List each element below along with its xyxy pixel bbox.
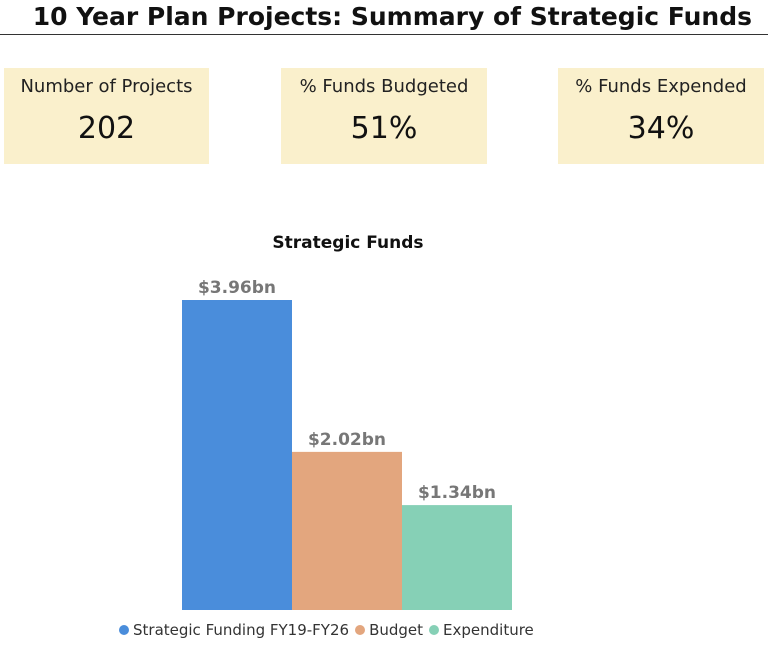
title-divider bbox=[0, 34, 768, 35]
legend-label: Strategic Funding FY19-FY26 bbox=[133, 621, 350, 639]
kpi-label: % Funds Expended bbox=[575, 76, 747, 97]
kpi-card-funds-expended: % Funds Expended 34% bbox=[558, 68, 764, 164]
chart-legend: Strategic Funding FY19-FY26 Budget Expendi… bbox=[119, 620, 540, 640]
kpi-label: % Funds Budgeted bbox=[299, 76, 469, 97]
legend-item-2: Expenditure bbox=[429, 621, 534, 639]
kpi-label: Number of Projects bbox=[20, 76, 193, 97]
kpi-card-funds-budgeted: % Funds Budgeted 51% bbox=[281, 68, 487, 164]
legend-label: Expenditure bbox=[443, 621, 534, 639]
kpi-value: 51% bbox=[350, 111, 418, 146]
legend-dot-icon bbox=[429, 625, 440, 635]
bars-layer: $3.96bn $2.02bn $1.34bn bbox=[182, 278, 512, 610]
kpi-card-number-of-projects: Number of Projects 202 bbox=[4, 68, 209, 164]
bar-2 bbox=[402, 505, 512, 610]
legend-item-1: Budget bbox=[355, 621, 423, 639]
legend-item-0: Strategic Funding FY19-FY26 bbox=[119, 621, 349, 639]
page-title: 10 Year Plan Projects: Summary of Strate… bbox=[32, 2, 752, 31]
data-label-2: $1.34bn bbox=[418, 483, 496, 503]
legend-dot-icon bbox=[119, 625, 129, 635]
bar-1 bbox=[292, 451, 402, 610]
legend-dot-icon bbox=[355, 625, 366, 635]
legend-label: Budget bbox=[369, 621, 424, 639]
data-label-0: $3.96bn bbox=[198, 278, 276, 298]
kpi-value: 202 bbox=[77, 111, 136, 146]
kpi-value: 34% bbox=[627, 111, 695, 146]
data-label-1: $2.02bn bbox=[308, 430, 386, 450]
chart-title: Strategic Funds bbox=[272, 233, 423, 253]
bar-0 bbox=[182, 300, 292, 610]
